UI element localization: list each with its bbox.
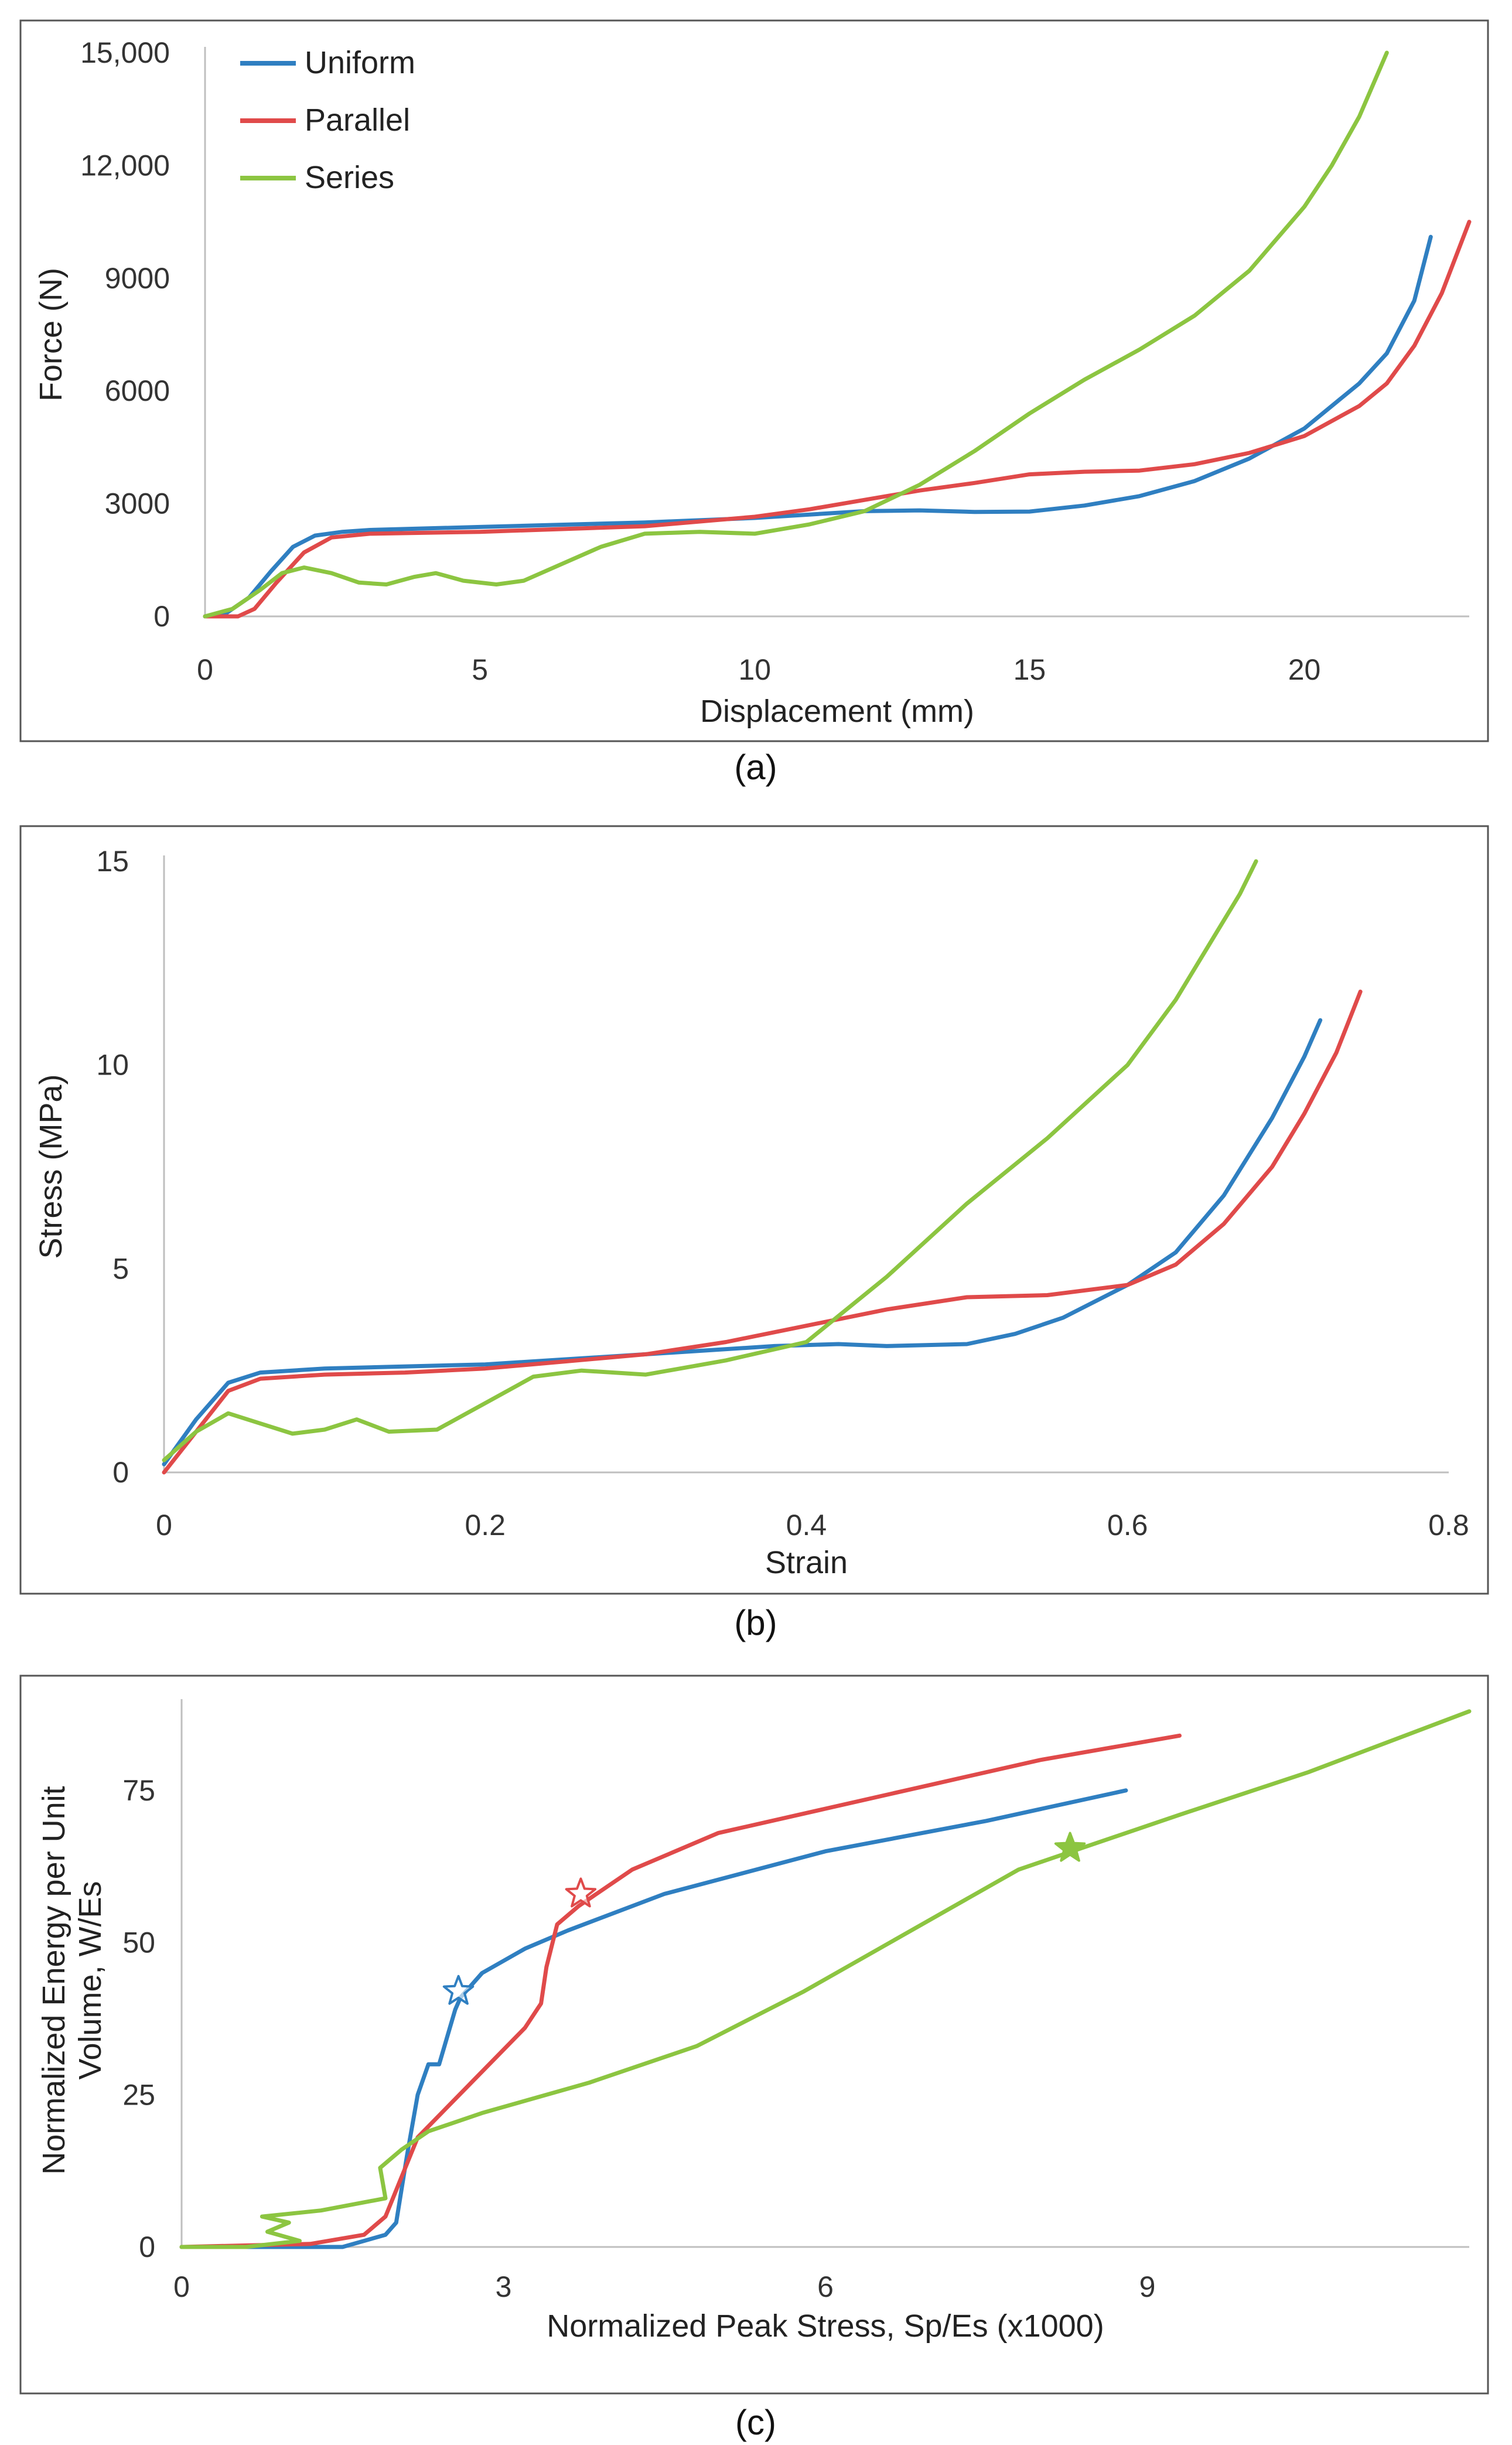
x-tick-label: 0.2	[465, 1509, 506, 1542]
chart-frame	[19, 825, 1489, 1595]
series-line-uniform	[179, 1788, 1128, 2249]
star-marker-uniform	[442, 1975, 475, 2005]
x-axis-label: Strain	[765, 1545, 848, 1580]
chart-a: 0 5 10 15 20 0 3000 6000 9000 12,000 15,000 Displac…	[19, 19, 1489, 742]
series-line-parallel	[162, 990, 1363, 1475]
series-line-series	[179, 1709, 1472, 2249]
y-tick-label: 6000	[105, 374, 170, 407]
y-tick-label: 25	[122, 2078, 155, 2111]
chart-b: 0 0.2 0.4 0.6 0.8 0 5 10 15 Strain Stress (MPa)	[19, 825, 1489, 1595]
y-tick-label: 15,000	[80, 36, 170, 69]
y-tick-label: 75	[122, 1774, 155, 1807]
x-tick-label: 3	[496, 2270, 512, 2303]
y-tick-label: 9000	[105, 262, 170, 295]
chart-frame	[19, 19, 1489, 742]
x-tick-label: 0.6	[1107, 1509, 1148, 1542]
y-axis-label-line: Normalized Energy per Unit	[36, 1786, 71, 2174]
x-tick-label: 0	[197, 653, 213, 686]
y-tick-label: 12,000	[80, 149, 170, 182]
star-marker-series	[1054, 1832, 1086, 1862]
y-tick-label: 50	[122, 1926, 155, 1959]
series-line-uniform	[162, 1018, 1323, 1467]
y-tick-label: 0	[139, 2231, 155, 2263]
chart-c: 0 3 6 9 0 25 50 75 Normalized Peak Stress, Sp/Es…	[19, 1675, 1489, 2395]
x-tick-label: 15	[1013, 653, 1046, 686]
y-axis-label: Stress (MPa)	[33, 1074, 69, 1259]
y-tick-label: 5	[112, 1252, 129, 1285]
legend-label-parallel: Parallel	[305, 103, 410, 138]
y-tick-label: 10	[96, 1049, 129, 1082]
star-marker-parallel	[565, 1877, 597, 1908]
y-axis-label: Force (N)	[33, 268, 69, 401]
series-line-uniform	[203, 234, 1433, 619]
y-axis-label-line: Volume, W/Es	[73, 1881, 108, 2079]
y-axis-label: Normalized Energy per UnitVolume, W/Es	[36, 1786, 108, 2174]
chart-caption: (c)	[735, 2403, 776, 2442]
y-tick-label: 0	[112, 1456, 129, 1489]
legend-label-series: Series	[305, 160, 394, 195]
x-tick-label: 5	[472, 653, 488, 686]
chart-caption: (b)	[734, 1603, 777, 1642]
x-tick-label: 20	[1288, 653, 1321, 686]
x-axis-label: Displacement (mm)	[700, 694, 974, 729]
y-tick-label: 0	[153, 600, 170, 633]
x-axis-label: Normalized Peak Stress, Sp/Es (x1000)	[547, 2308, 1104, 2344]
y-tick-label: 15	[96, 845, 129, 878]
series-line-series	[162, 859, 1258, 1462]
x-tick-label: 0.8	[1428, 1509, 1469, 1542]
legend-label-uniform: Uniform	[305, 45, 415, 80]
chart-frame	[19, 1675, 1489, 2395]
x-tick-label: 10	[738, 653, 771, 686]
series-line-parallel	[179, 1733, 1182, 2249]
x-tick-label: 0	[173, 2270, 190, 2303]
chart-caption: (a)	[734, 748, 777, 787]
series-line-series	[203, 50, 1389, 619]
x-tick-label: 9	[1139, 2270, 1156, 2303]
x-tick-label: 0.4	[786, 1509, 827, 1542]
y-tick-label: 3000	[105, 487, 170, 520]
x-tick-label: 6	[817, 2270, 834, 2303]
series-line-parallel	[203, 220, 1472, 619]
x-tick-label: 0	[156, 1509, 172, 1542]
